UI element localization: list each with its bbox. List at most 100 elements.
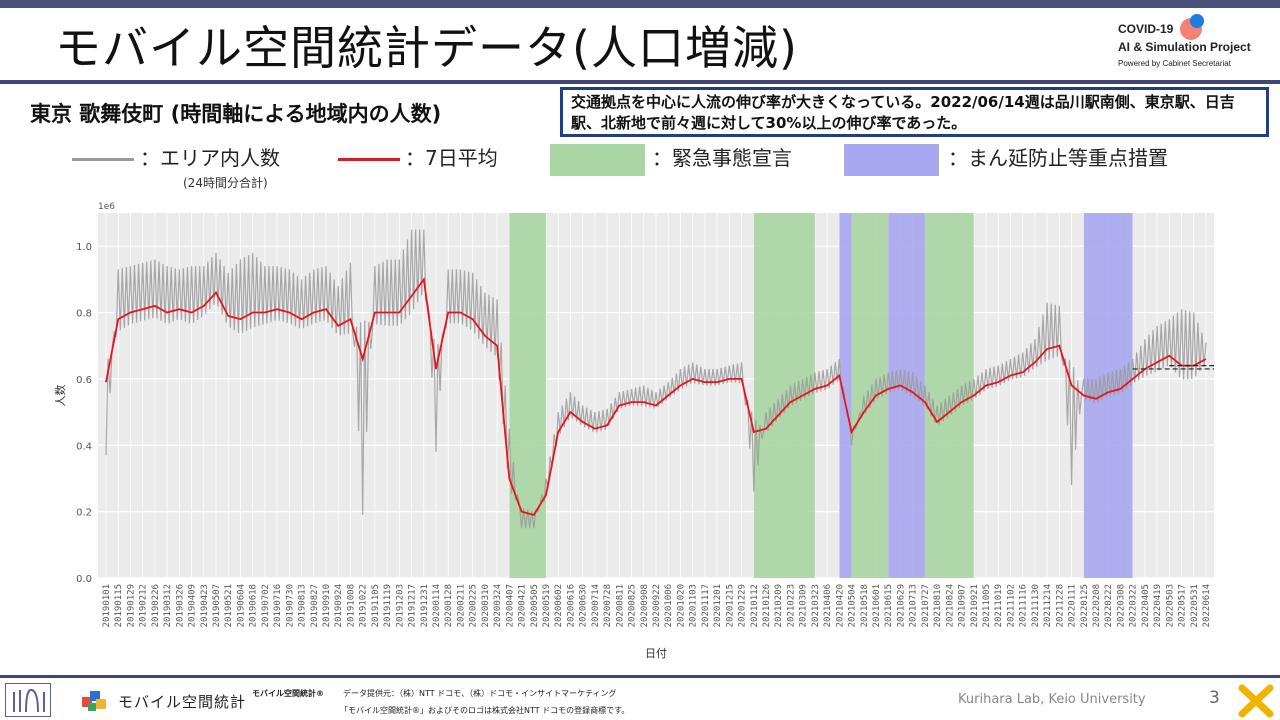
x-tick-label: 20191217 (408, 584, 418, 627)
footer-trademark: モバイル空間統計® (252, 689, 324, 698)
x-tick-label: 20210629 (896, 584, 906, 627)
x-tick-label: 20210824 (945, 584, 955, 627)
x-tick-label: 20210921 (970, 584, 980, 627)
legend-emergency-swatch (550, 144, 645, 176)
x-tick-label: 20201020 (676, 584, 686, 627)
x-tick-label: 20191105 (371, 584, 381, 627)
x-tick-label: 20201103 (689, 584, 699, 627)
legend-emergency-label: ：緊急事態宣言 (652, 146, 792, 170)
x-tick-label: 20220405 (1141, 584, 1151, 627)
x-tick-label: 20200630 (579, 584, 589, 627)
x-tick-label: 20190212 (139, 584, 149, 627)
x-tick-label: 20190813 (298, 584, 308, 627)
x-axis-label: 日付 (645, 647, 667, 660)
x-tick-label: 20210727 (921, 584, 931, 627)
semi-emergency-period (1083, 213, 1133, 578)
x-tick-label: 20190507 (212, 584, 222, 627)
x-tick-label: 20220419 (1153, 584, 1163, 627)
footer-source: データ提供元：（株）NTT ドコモ、（株）ドコモ・インサイトマーケティング (343, 689, 617, 698)
x-tick-label: 20201201 (713, 584, 723, 627)
x-tick-label: 20190101 (102, 584, 112, 627)
cubes-icon (82, 691, 106, 711)
x-tick-label: 20210504 (848, 584, 858, 627)
x-tick-label: 20200505 (530, 584, 540, 627)
x-tick-label: 20200407 (505, 584, 515, 627)
x-tick-label: 20200211 (456, 584, 466, 627)
x-tick-label: 20190521 (224, 584, 234, 627)
x-tick-label: 20220614 (1202, 584, 1212, 627)
y-tick-label: 0.8 (76, 309, 92, 320)
x-tick-label: 20200128 (444, 584, 454, 627)
x-tick-label: 20191119 (383, 584, 393, 627)
x-tick-label: 20210209 (774, 584, 784, 627)
x-tick-label: 20190423 (200, 584, 210, 627)
x-tick-label: 20220503 (1165, 584, 1175, 627)
footer-divider (0, 675, 1280, 678)
x-tick-label: 20200714 (591, 584, 601, 627)
x-tick-label: 20190910 (322, 584, 332, 627)
x-tick-label: 20191008 (346, 584, 356, 627)
x-tick-label: 20200324 (493, 584, 503, 627)
x-tick-label: 20220308 (1116, 584, 1126, 627)
x-tick-label: 20191231 (420, 584, 430, 627)
x-tick-label: 20200421 (518, 584, 528, 627)
y-tick-label: 0.2 (76, 508, 92, 519)
x-tick-label: 20200225 (469, 584, 479, 627)
project-logo: COVID-19 AI & Simulation Project Powered… (1118, 14, 1278, 74)
x-tick-label: 20211228 (1055, 584, 1065, 627)
x-tick-label: 20201006 (664, 584, 674, 627)
x-tick-label: 20190730 (285, 584, 295, 627)
x-tick-label: 20210223 (786, 584, 796, 627)
x-tick-label: 20191203 (395, 584, 405, 627)
x-tick-label: 20200616 (566, 584, 576, 627)
footer-notice: 「モバイル空間統計®」およびそのロゴは株式会社NTT ドコモの登録商標です。 (340, 706, 630, 715)
x-tick-label: 20200922 (652, 584, 662, 627)
x-tick-label: 20210309 (799, 584, 809, 627)
x-tick-label: 20190409 (188, 584, 198, 627)
x-tick-label: 20200602 (554, 584, 564, 627)
x-tick-label: 20210112 (750, 584, 760, 627)
x-tick-label: 20220125 (1080, 584, 1090, 627)
top-accent-bar (0, 0, 1280, 8)
y-axis-label: 人数 (54, 385, 67, 407)
x-tick-label: 20201117 (701, 584, 711, 627)
x-tick-label: 20190702 (261, 584, 271, 627)
legend-daily-sublabel: (24時間分合計) (183, 176, 268, 190)
y-scale-label: 1e6 (98, 202, 115, 212)
x-tick-label: 20190827 (310, 584, 320, 627)
x-tick-label: 20200728 (603, 584, 613, 627)
x-tick-label: 20190604 (236, 584, 246, 627)
x-tick-label: 20190226 (151, 584, 161, 627)
x-tick-label: 20210323 (811, 584, 821, 627)
legend-avg-label: ：7日平均 (405, 146, 498, 170)
x-tick-label: 20201229 (738, 584, 748, 627)
emergency-period (509, 213, 546, 578)
x-tick-label: 20191022 (359, 584, 369, 627)
daily-series-line (105, 229, 1207, 529)
x-tick-label: 20190312 (163, 584, 173, 627)
x-tick-label: 20211005 (982, 584, 992, 627)
footer-lab: Kurihara Lab, Keio University (958, 692, 1146, 707)
legend-avg-swatch (338, 158, 400, 161)
x-tick-label: 20211116 (1019, 584, 1029, 627)
y-tick-label: 0.6 (76, 375, 92, 386)
logo-line2: AI & Simulation Project (1118, 40, 1251, 54)
x-tick-label: 20190115 (114, 584, 124, 627)
x-tick-label: 20210713 (909, 584, 919, 627)
x-tick-label: 20210615 (884, 584, 894, 627)
note-box: 交通拠点を中心に人流の伸び率が大きくなっている。2022/06/14週は品川駅南… (560, 87, 1269, 137)
x-tick-label: 20210518 (860, 584, 870, 627)
x-tick-label: 20200825 (628, 584, 638, 627)
legend-daily-label: ：エリア内人数 (140, 146, 280, 170)
x-tick-label: 20190618 (249, 584, 259, 627)
legend-daily-swatch (72, 158, 134, 161)
legend-semi-swatch (844, 144, 939, 176)
x-tick-label: 20211019 (994, 584, 1004, 627)
y-tick-label: 0.0 (76, 574, 92, 585)
x-tick-label: 20220222 (1104, 584, 1114, 627)
x-tick-label: 20200519 (542, 584, 552, 627)
legend-semi-label: ：まん延防止等重点措置 (948, 146, 1168, 170)
y-tick-label: 1.0 (76, 242, 92, 253)
x-tick-label: 20220517 (1178, 584, 1188, 627)
